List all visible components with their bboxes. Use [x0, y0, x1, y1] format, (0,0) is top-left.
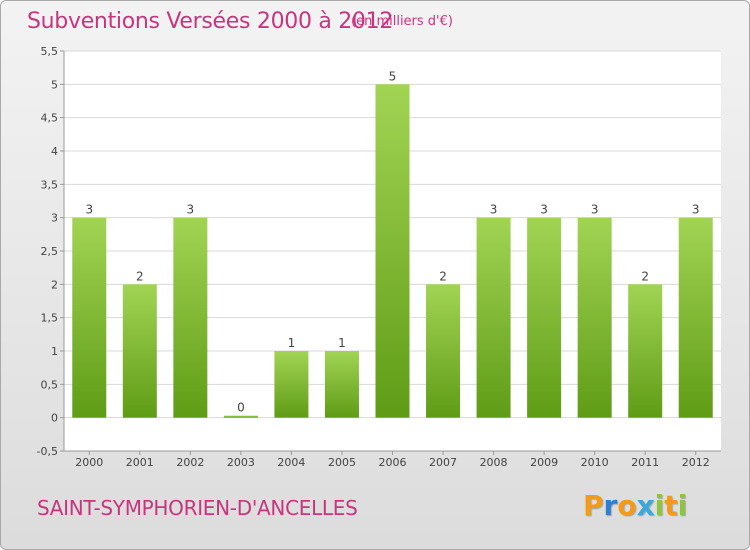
- bar-value-label: 1: [288, 336, 296, 350]
- bar: [678, 217, 713, 418]
- bar-value-label: 5: [389, 69, 397, 83]
- y-tick-label: 2,5: [41, 245, 59, 258]
- bar-value-label: 2: [641, 269, 649, 283]
- x-tick-label: 2009: [530, 456, 558, 469]
- bar: [173, 217, 208, 418]
- chart-title: Subventions Versées 2000 à 2012: [27, 9, 394, 34]
- bar-value-label: 1: [338, 336, 346, 350]
- bar-value-label: 2: [439, 269, 447, 283]
- x-tick-label: 2011: [631, 456, 659, 469]
- logo-letter: i: [654, 489, 665, 522]
- bar-value-label: 3: [490, 203, 498, 217]
- y-tick-label: 2: [51, 278, 58, 291]
- bar-value-label: 3: [540, 203, 548, 217]
- y-tick-label: -0,5: [37, 445, 58, 458]
- x-tick-label: 2000: [75, 456, 103, 469]
- bar: [628, 284, 663, 418]
- logo-letter: P: [583, 489, 604, 522]
- y-tick-label: 5,5: [41, 45, 59, 58]
- x-tick-label: 2002: [176, 456, 204, 469]
- y-tick-label: 4: [51, 145, 58, 158]
- bar-value-label: 3: [692, 203, 700, 217]
- x-tick-label: 2012: [682, 456, 710, 469]
- x-tick-label: 2006: [379, 456, 407, 469]
- bar: [527, 217, 562, 418]
- bar: [223, 415, 258, 418]
- x-tick-label: 2003: [227, 456, 255, 469]
- y-tick-label: 1: [51, 345, 58, 358]
- x-tick-label: 2001: [126, 456, 154, 469]
- bar: [324, 351, 359, 418]
- place-name: SAINT-SYMPHORIEN-D'ANCELLES: [37, 496, 358, 520]
- logo-letter: r: [603, 489, 618, 522]
- proxiti-logo: Proxiti: [583, 489, 687, 522]
- y-tick-label: 3: [51, 212, 58, 225]
- y-tick-label: 4,5: [41, 112, 59, 125]
- bar: [72, 217, 107, 418]
- bar-value-label: 3: [187, 203, 195, 217]
- logo-letter: x: [636, 489, 655, 522]
- y-tick-label: 0,5: [41, 378, 59, 391]
- bar-value-label: 3: [591, 203, 599, 217]
- y-tick-label: 5: [51, 78, 58, 91]
- bar: [426, 284, 461, 418]
- chart-unit-note: (en milliers d'€): [351, 14, 453, 29]
- x-tick-label: 2005: [328, 456, 356, 469]
- y-tick-label: 1,5: [41, 312, 59, 325]
- bar: [577, 217, 612, 418]
- logo-letter: i: [677, 489, 688, 522]
- bar: [375, 84, 410, 418]
- y-tick-label: 3,5: [41, 178, 59, 191]
- bar: [122, 284, 157, 418]
- x-tick-label: 2007: [429, 456, 457, 469]
- bar-value-label: 0: [237, 401, 245, 415]
- bar-value-label: 3: [85, 203, 93, 217]
- x-tick-label: 2008: [480, 456, 508, 469]
- x-tick-label: 2004: [277, 456, 305, 469]
- logo-letter: o: [617, 489, 637, 522]
- bar: [476, 217, 511, 418]
- bar-value-label: 2: [136, 269, 144, 283]
- y-tick-label: 0: [51, 412, 58, 425]
- logo-letter: t: [664, 489, 678, 522]
- x-tick-label: 2010: [581, 456, 609, 469]
- bar: [274, 351, 309, 418]
